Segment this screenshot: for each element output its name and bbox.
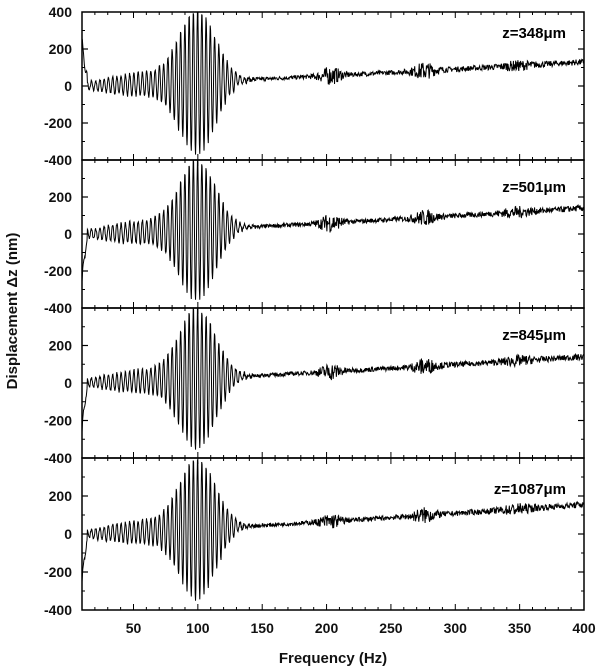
panel-label-4: z=1087μm [494, 481, 566, 498]
x-axis-title: Frequency (Hz) [279, 650, 387, 667]
y-tick-label: 200 [49, 488, 73, 504]
y-tick-label: -400 [44, 300, 72, 316]
signal-trace-3 [82, 308, 584, 450]
y-tick-label: -200 [44, 263, 72, 279]
y-tick-label: 0 [64, 526, 72, 542]
panel-4: z=1087μm [81, 457, 585, 611]
x-tick-label: 150 [251, 620, 275, 636]
panel-label-3: z=845μm [502, 327, 566, 344]
y-tick-label: -400 [44, 152, 72, 168]
y-tick-label: 0 [64, 78, 72, 94]
y-tick-label: -200 [44, 115, 72, 131]
y-tick-label: 200 [49, 189, 73, 205]
y-tick-label: 0 [64, 375, 72, 391]
panel-label-2: z=501μm [502, 179, 566, 196]
x-tick-label: 200 [315, 620, 339, 636]
x-tick-label: 100 [186, 620, 210, 636]
signal-trace-1 [82, 12, 584, 155]
y-tick-label: -400 [44, 450, 72, 466]
axis-ticks: 400 200 0 -200 -400 200 0 -200 -400 200 0 -200 -400 2… [44, 4, 596, 636]
y-tick-label: -200 [44, 564, 72, 580]
y-axis-title: Displacement Δz (nm) [4, 233, 21, 390]
panel-1: z=348μm [81, 11, 585, 161]
y-tick-label: 200 [49, 338, 73, 354]
y-tick-label: -200 [44, 413, 72, 429]
panel-3: z=845μm [81, 307, 585, 459]
y-tick-label: 400 [49, 4, 73, 20]
panel-2: z=501μm [81, 159, 585, 309]
panel-label-1: z=348μm [502, 25, 566, 42]
x-tick-label: 300 [444, 620, 468, 636]
y-tick-label: -400 [44, 602, 72, 618]
x-tick-label: 50 [126, 620, 142, 636]
y-tick-label: 200 [49, 41, 73, 57]
x-tick-label: 400 [572, 620, 596, 636]
y-tick-label: 0 [64, 226, 72, 242]
x-tick-label: 350 [508, 620, 532, 636]
signal-trace-2 [82, 160, 584, 300]
x-tick-label: 250 [379, 620, 403, 636]
signal-trace-4 [82, 459, 584, 601]
